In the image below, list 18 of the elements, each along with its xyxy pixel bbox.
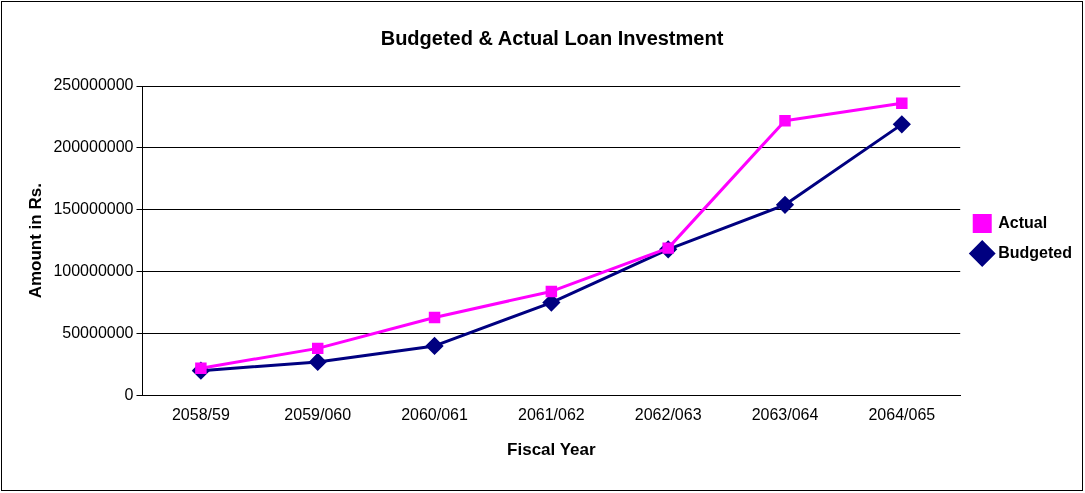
y-tick-label: 50000000 xyxy=(62,323,134,341)
x-tick-label: 2062/063 xyxy=(634,406,702,424)
x-tick-label: 2061/062 xyxy=(517,406,585,424)
y-tick-label: 200000000 xyxy=(53,138,134,156)
x-tick-label: 2064/065 xyxy=(868,406,936,424)
legend-label: Budgeted xyxy=(998,243,1073,261)
x-tick-label: 2063/064 xyxy=(751,406,819,424)
y-tick-label: 100000000 xyxy=(53,262,134,280)
y-axis-title: Amount in Rs. xyxy=(25,183,45,299)
x-tick-label: 2058/59 xyxy=(171,406,230,424)
legend-label: Actual xyxy=(998,213,1048,231)
y-tick-label: 150000000 xyxy=(53,200,134,218)
chart-title: Budgeted & Actual Loan Investment xyxy=(380,26,724,49)
y-tick-label: 0 xyxy=(124,385,134,403)
x-axis-title: Fiscal Year xyxy=(507,440,596,460)
x-tick-label: 2059/060 xyxy=(284,406,352,424)
y-tick-label: 250000000 xyxy=(53,76,134,94)
x-tick-label: 2060/061 xyxy=(401,406,468,424)
